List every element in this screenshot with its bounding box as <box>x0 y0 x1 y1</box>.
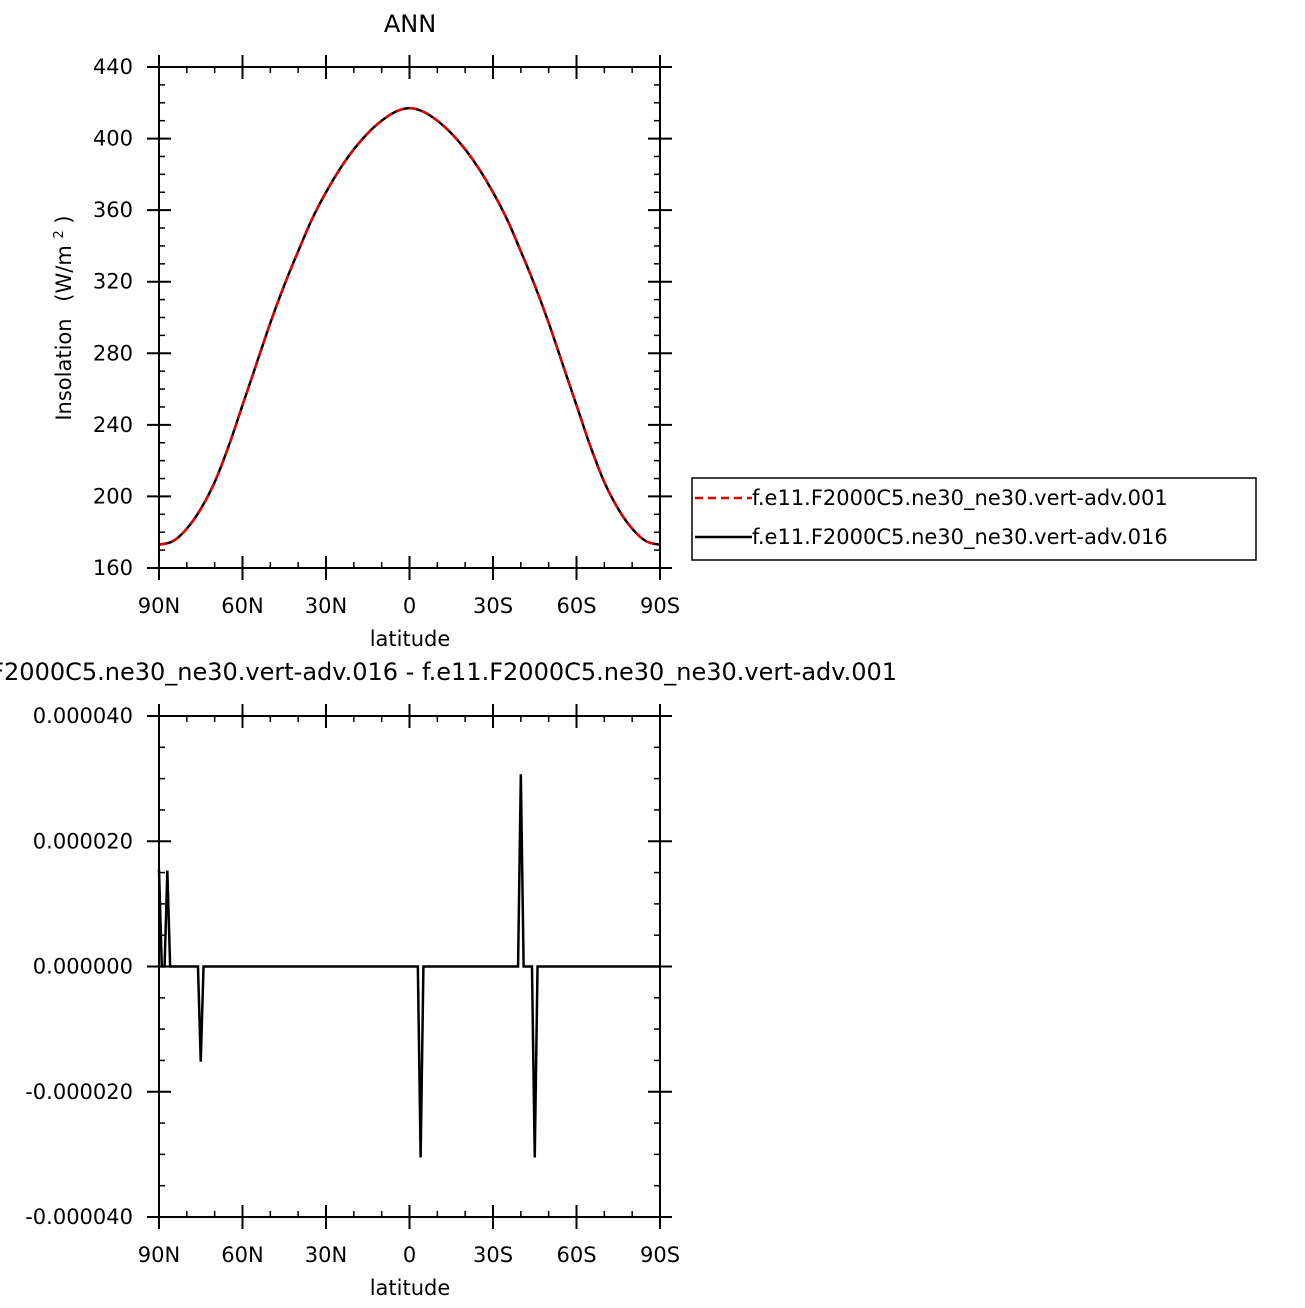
y-tick-label: -0.000040 <box>25 1205 133 1229</box>
x-tick-label: 60S <box>556 1243 596 1267</box>
x-tick-label: 90S <box>640 594 680 618</box>
legend-label-series-1: f.e11.F2000C5.ne30_ne30.vert-adv.001 <box>752 486 1168 511</box>
bottom-chart-x-tick-labels: 90N 60N 30N 0 30S 60S 90S <box>138 1243 680 1267</box>
y-tick-label: 240 <box>93 413 133 437</box>
top-chart-x-axis-label: latitude <box>370 627 451 651</box>
x-tick-label: 0 <box>403 594 416 618</box>
bottom-series-line <box>157 774 660 1158</box>
y-tick-label: 360 <box>93 198 133 222</box>
y-tick-label: 160 <box>93 556 133 580</box>
top-chart-ticks <box>147 55 672 580</box>
top-series-line-1 <box>158 106 661 546</box>
y-axis-label-name: Insolation <box>52 318 76 420</box>
x-tick-label: 30N <box>305 1243 347 1267</box>
x-tick-label: 60S <box>556 594 596 618</box>
top-chart-gridless-plot: 160 200 240 280 320 360 400 440 90N 60N 30N 0 30S 60… <box>93 55 680 618</box>
x-tick-label: 90N <box>138 594 180 618</box>
x-tick-label: 30S <box>473 594 513 618</box>
x-tick-label: 60N <box>221 1243 263 1267</box>
y-tick-label: 0.000000 <box>33 955 133 979</box>
bottom-chart: f.e11.F2000C5.ne30_ne30.vert-adv.016 - f… <box>0 658 897 1300</box>
x-tick-label: 30S <box>473 1243 513 1267</box>
y-axis-label-unit-sup: 2 <box>52 230 67 238</box>
top-chart-y-tick-labels: 160 200 240 280 320 360 400 440 <box>93 55 133 580</box>
y-tick-label: -0.000020 <box>25 1080 133 1104</box>
y-tick-label: 280 <box>93 341 133 365</box>
x-tick-label: 0 <box>403 1243 416 1267</box>
top-series-line-2 <box>158 106 661 546</box>
y-tick-label: 0.000020 <box>33 829 133 853</box>
bottom-chart-y-tick-labels: -0.000040 -0.000020 0.000000 0.000020 0.0000… <box>25 704 133 1229</box>
bottom-chart-ticks <box>147 704 672 1229</box>
top-chart-plot-frame <box>158 66 661 569</box>
y-axis-label-unit-close: ) <box>52 215 76 223</box>
x-tick-label: 90N <box>138 1243 180 1267</box>
top-chart-y-axis-label: Insolation (W/m 2 ) <box>44 215 76 420</box>
y-tick-label: 400 <box>93 127 133 151</box>
top-chart-x-tick-labels: 90N 60N 30N 0 30S 60S 90S <box>138 594 680 618</box>
y-axis-label-unit: (W/m <box>52 245 76 302</box>
y-tick-label: 200 <box>93 484 133 508</box>
x-tick-label: 90S <box>640 1243 680 1267</box>
legend-label-series-2: f.e11.F2000C5.ne30_ne30.vert-adv.016 <box>752 525 1168 550</box>
top-chart-title: ANN <box>384 10 436 38</box>
y-tick-label: 440 <box>93 55 133 79</box>
bottom-chart-series-group <box>157 774 660 1158</box>
legend-box <box>691 477 1257 561</box>
bottom-chart-x-axis-label: latitude <box>370 1276 451 1300</box>
top-chart-series-group <box>158 106 661 546</box>
top-chart: ANN 160 200 240 280 320 360 400 440 90N 60N 30N 0 3… <box>44 10 1257 651</box>
bottom-chart-title: f.e11.F2000C5.ne30_ne30.vert-adv.016 - f… <box>0 658 897 686</box>
y-tick-label: 0.000040 <box>33 704 133 728</box>
x-tick-label: 60N <box>221 594 263 618</box>
top-chart-legend: f.e11.F2000C5.ne30_ne30.vert-adv.001 f.e… <box>691 477 1257 561</box>
y-tick-label: 320 <box>93 270 133 294</box>
x-tick-label: 30N <box>305 594 347 618</box>
